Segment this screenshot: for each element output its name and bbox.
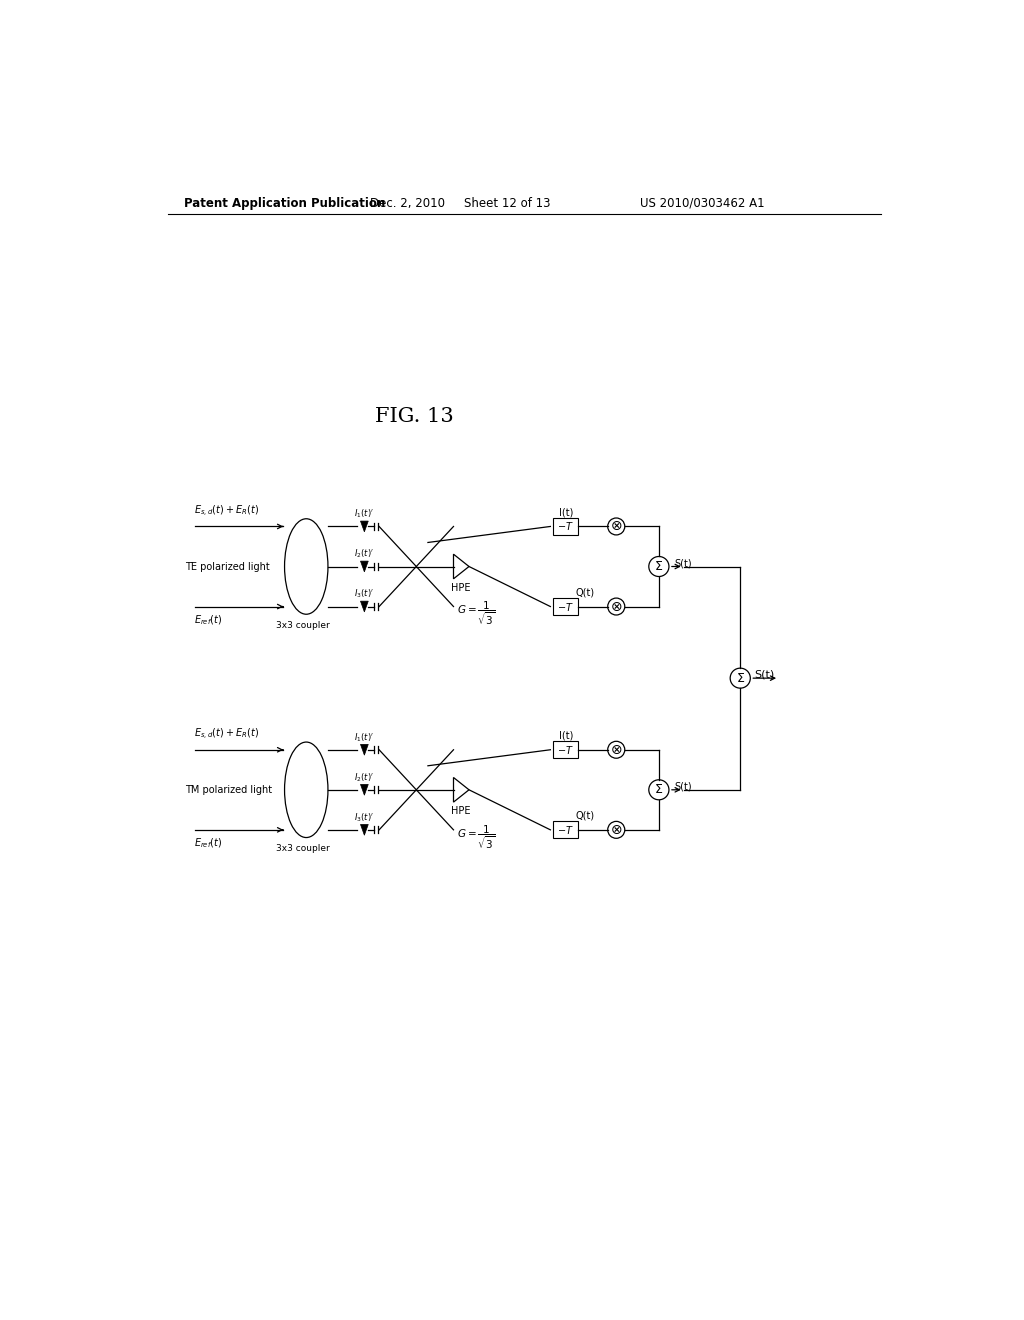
- Text: $\otimes$: $\otimes$: [610, 520, 623, 533]
- Text: $E_{ref}(t)$: $E_{ref}(t)$: [194, 837, 222, 850]
- Text: $-T$: $-T$: [557, 520, 574, 532]
- Polygon shape: [360, 561, 369, 572]
- Circle shape: [649, 780, 669, 800]
- Text: $\Sigma$: $\Sigma$: [654, 783, 664, 796]
- Circle shape: [607, 821, 625, 838]
- Ellipse shape: [285, 519, 328, 614]
- Circle shape: [607, 742, 625, 758]
- Text: TM polarized light: TM polarized light: [184, 785, 271, 795]
- Polygon shape: [360, 744, 369, 755]
- Text: $G =\dfrac{1}{\sqrt{3}}$: $G =\dfrac{1}{\sqrt{3}}$: [458, 822, 496, 850]
- Polygon shape: [360, 601, 369, 612]
- Text: HPE: HPE: [452, 807, 471, 816]
- Text: $-T$: $-T$: [557, 601, 574, 612]
- Polygon shape: [360, 784, 369, 795]
- Text: $\otimes$: $\otimes$: [610, 743, 623, 756]
- Text: $E_{s,d}(t)+E_R(t)$: $E_{s,d}(t)+E_R(t)$: [194, 503, 259, 519]
- Text: $I_2(t)'$: $I_2(t)'$: [354, 771, 375, 784]
- Text: 3x3 coupler: 3x3 coupler: [275, 620, 330, 630]
- Text: I(t): I(t): [559, 508, 573, 517]
- Text: $I_1(t)'$: $I_1(t)'$: [354, 731, 375, 743]
- Text: $\otimes$: $\otimes$: [610, 599, 623, 614]
- Polygon shape: [454, 777, 469, 803]
- Bar: [554, 598, 579, 615]
- Polygon shape: [454, 554, 469, 579]
- Bar: [554, 742, 579, 758]
- Text: HPE: HPE: [452, 583, 471, 593]
- Text: $-T$: $-T$: [557, 824, 574, 836]
- Text: I(t): I(t): [559, 731, 573, 741]
- Text: $\Sigma$: $\Sigma$: [654, 560, 664, 573]
- Text: Dec. 2, 2010: Dec. 2, 2010: [370, 197, 444, 210]
- Text: FIG. 13: FIG. 13: [376, 407, 454, 426]
- Text: $G =\dfrac{1}{\sqrt{3}}$: $G =\dfrac{1}{\sqrt{3}}$: [458, 599, 496, 627]
- Text: $\otimes$: $\otimes$: [610, 822, 623, 837]
- Text: S(t): S(t): [675, 781, 692, 792]
- Text: $I_2(t)'$: $I_2(t)'$: [354, 548, 375, 561]
- Circle shape: [607, 517, 625, 535]
- Ellipse shape: [285, 742, 328, 838]
- Text: $I_3(t)'$: $I_3(t)'$: [354, 587, 375, 601]
- Text: S(t): S(t): [675, 558, 692, 569]
- Text: $I_3(t)'$: $I_3(t)'$: [354, 812, 375, 824]
- Text: $I_1(t)'$: $I_1(t)'$: [354, 508, 375, 520]
- Text: Sheet 12 of 13: Sheet 12 of 13: [465, 197, 551, 210]
- Polygon shape: [360, 825, 369, 836]
- Circle shape: [649, 557, 669, 577]
- Text: $E_{ref}(t)$: $E_{ref}(t)$: [194, 614, 222, 627]
- Text: US 2010/0303462 A1: US 2010/0303462 A1: [640, 197, 764, 210]
- Text: Patent Application Publication: Patent Application Publication: [183, 197, 385, 210]
- Text: $\Sigma$: $\Sigma$: [735, 672, 744, 685]
- Bar: [554, 821, 579, 838]
- Text: TE polarized light: TE polarized light: [184, 561, 269, 572]
- Circle shape: [730, 668, 751, 688]
- Bar: [554, 517, 579, 535]
- Text: S(t): S(t): [755, 669, 774, 680]
- Text: $E_{s,d}(t)+E_R(t)$: $E_{s,d}(t)+E_R(t)$: [194, 727, 259, 742]
- Text: Q(t): Q(t): [575, 587, 595, 598]
- Text: $-T$: $-T$: [557, 743, 574, 756]
- Polygon shape: [360, 521, 369, 532]
- Text: Q(t): Q(t): [575, 810, 595, 821]
- Circle shape: [607, 598, 625, 615]
- Text: 3x3 coupler: 3x3 coupler: [275, 843, 330, 853]
